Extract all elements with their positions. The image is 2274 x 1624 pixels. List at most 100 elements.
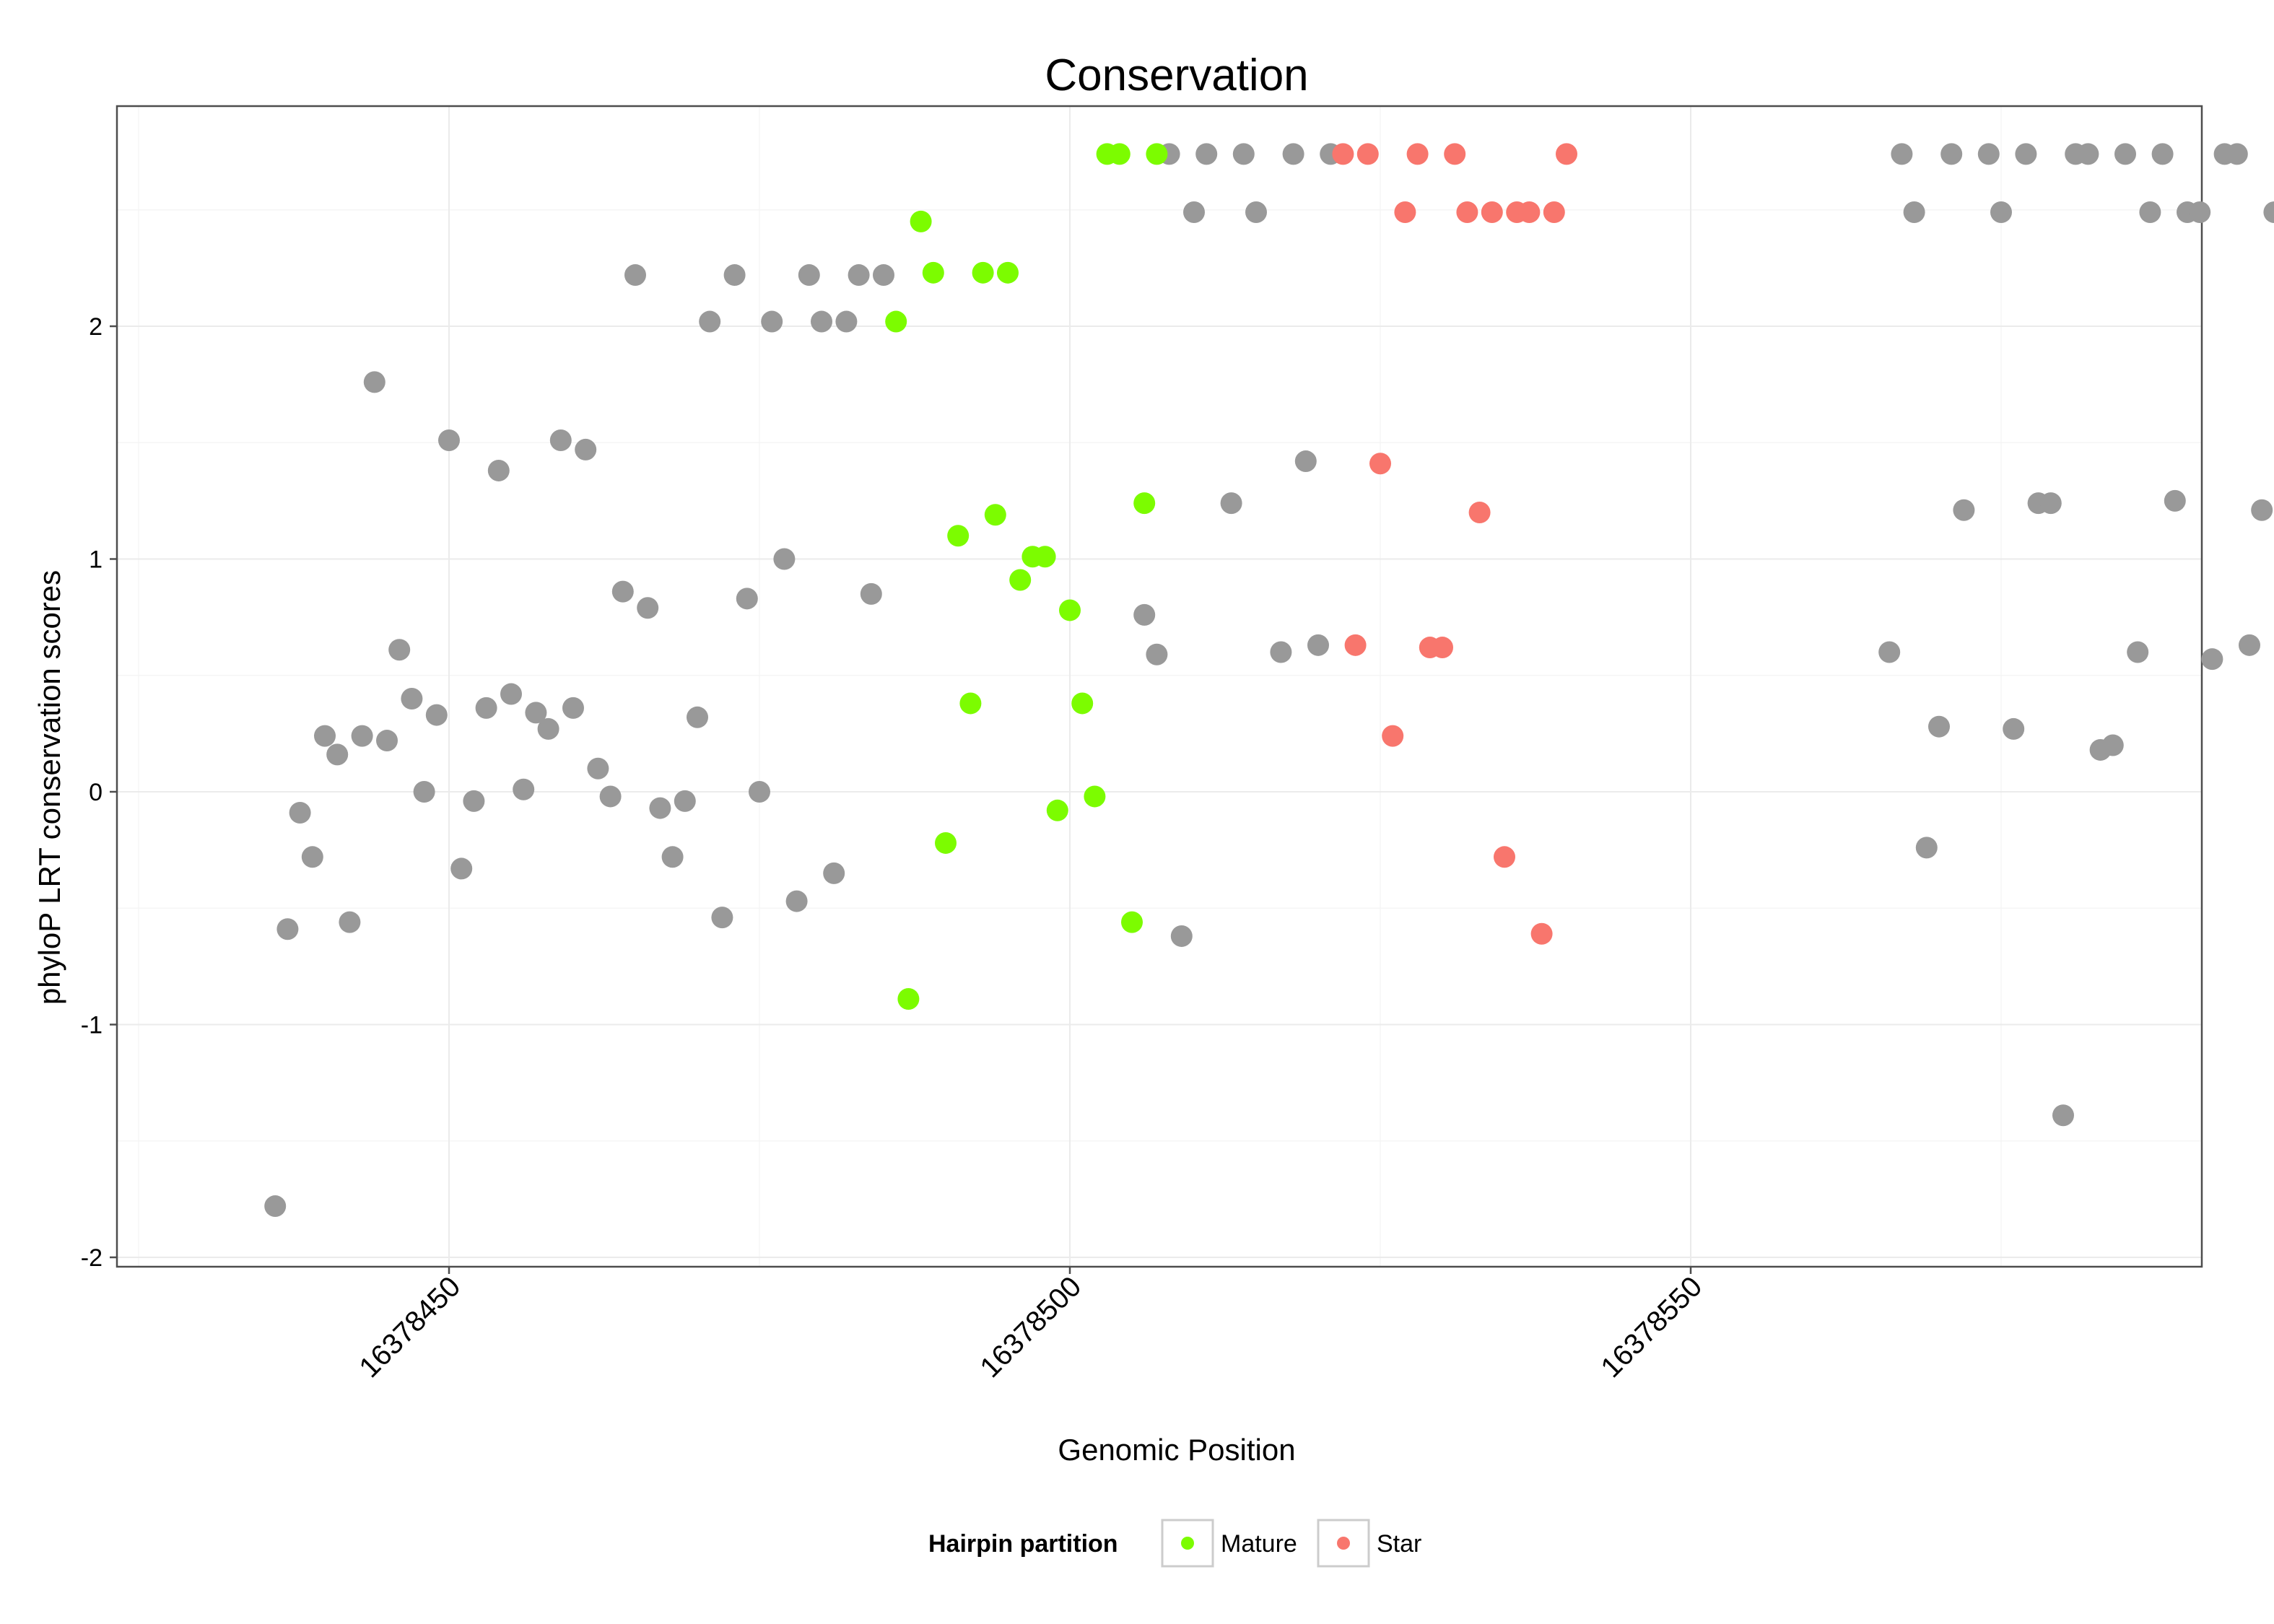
y-axis-ticks: -2 -1 0 1 2 xyxy=(81,313,117,1272)
point-other xyxy=(2164,489,2186,512)
point-other xyxy=(450,857,473,880)
point-mature xyxy=(947,525,970,547)
point-other xyxy=(599,785,622,808)
point-other xyxy=(1977,143,2000,165)
point-other xyxy=(314,725,336,747)
point-star xyxy=(1356,143,1379,165)
point-other xyxy=(500,683,522,705)
point-other xyxy=(637,597,659,619)
point-star xyxy=(1530,922,1553,945)
point-other xyxy=(2189,201,2211,223)
point-other xyxy=(2139,201,2161,223)
point-other xyxy=(425,704,448,726)
point-mature xyxy=(984,504,1006,526)
point-other xyxy=(525,702,547,724)
point-other xyxy=(723,264,746,287)
point-other xyxy=(1170,925,1193,947)
plot-panel xyxy=(116,105,2203,1268)
point-other xyxy=(2077,143,2099,165)
x-tick-label: 16378500 xyxy=(974,1270,1087,1384)
point-other xyxy=(513,778,535,800)
point-star xyxy=(1556,143,1577,165)
point-mature xyxy=(972,261,994,284)
point-other xyxy=(1990,201,2012,223)
point-other xyxy=(2263,201,2274,223)
point-other xyxy=(2239,634,2260,656)
y-tick-label: 0 xyxy=(89,779,103,806)
point-star xyxy=(1382,725,1404,747)
point-mature xyxy=(1121,911,1143,933)
point-other xyxy=(2015,143,2037,165)
point-other xyxy=(2101,734,2124,756)
point-other xyxy=(761,310,783,333)
point-mature xyxy=(922,261,944,284)
point-star xyxy=(1468,502,1491,523)
point-other xyxy=(575,438,597,460)
point-other xyxy=(401,688,423,710)
y-tick-label: 2 xyxy=(89,313,103,341)
point-other xyxy=(2039,492,2062,515)
point-mature xyxy=(910,210,932,232)
x-tick-label: 16378450 xyxy=(353,1270,466,1384)
point-other xyxy=(475,697,497,719)
point-mature xyxy=(897,988,920,1010)
major-gridlines xyxy=(117,106,2202,1267)
point-other xyxy=(2226,143,2248,165)
point-other xyxy=(376,730,398,752)
point-other xyxy=(1903,201,1925,223)
point-other xyxy=(1183,201,1205,223)
point-other xyxy=(1232,143,1255,165)
point-other xyxy=(649,797,671,819)
point-other xyxy=(2201,648,2223,671)
legend-label-star: Star xyxy=(1377,1530,1421,1558)
point-other xyxy=(2003,717,2025,740)
point-mature xyxy=(959,692,982,715)
point-other xyxy=(463,790,485,812)
minor-gridlines xyxy=(117,106,2202,1267)
point-other xyxy=(1878,641,1901,663)
y-tick-label: 1 xyxy=(89,546,103,574)
point-mature xyxy=(1034,546,1056,568)
point-other xyxy=(2151,143,2174,165)
point-other xyxy=(2251,499,2273,521)
y-tick-label: -1 xyxy=(81,1012,103,1039)
point-star xyxy=(1369,453,1391,475)
point-star xyxy=(1456,201,1478,223)
point-star xyxy=(1494,846,1515,868)
point-other xyxy=(687,706,708,728)
point-other xyxy=(749,781,770,803)
x-axis-title: Genomic Position xyxy=(1058,1433,1295,1467)
point-other xyxy=(1133,603,1156,626)
point-other xyxy=(2114,143,2136,165)
point-mature xyxy=(1108,143,1131,165)
point-star xyxy=(1406,143,1429,165)
point-other xyxy=(873,264,894,287)
point-other xyxy=(1195,143,1218,165)
point-other xyxy=(289,802,311,824)
point-other xyxy=(264,1195,287,1218)
x-tick-label: 16378550 xyxy=(1595,1270,1708,1384)
point-other xyxy=(1294,450,1317,473)
point-other xyxy=(351,725,373,747)
point-other xyxy=(860,582,882,605)
point-other xyxy=(1928,715,1950,738)
point-mature xyxy=(1071,692,1094,715)
point-other xyxy=(487,459,510,481)
point-other xyxy=(1940,143,1963,165)
point-other xyxy=(674,790,696,812)
point-star xyxy=(1518,201,1541,223)
point-other xyxy=(1307,634,1329,656)
legend-dot-mature xyxy=(1181,1537,1194,1550)
point-mature xyxy=(1009,569,1032,591)
point-other xyxy=(388,639,411,661)
legend-title: Hairpin partition xyxy=(928,1530,1118,1558)
point-other xyxy=(438,429,460,452)
point-star xyxy=(1332,143,1354,165)
point-other xyxy=(835,310,858,333)
y-axis-title: phyloP LRT conservation scores xyxy=(32,570,66,1005)
point-mature xyxy=(885,310,907,333)
point-other xyxy=(1915,837,1938,859)
point-other xyxy=(624,264,646,287)
point-other xyxy=(1146,643,1168,665)
point-other xyxy=(1953,499,1975,521)
